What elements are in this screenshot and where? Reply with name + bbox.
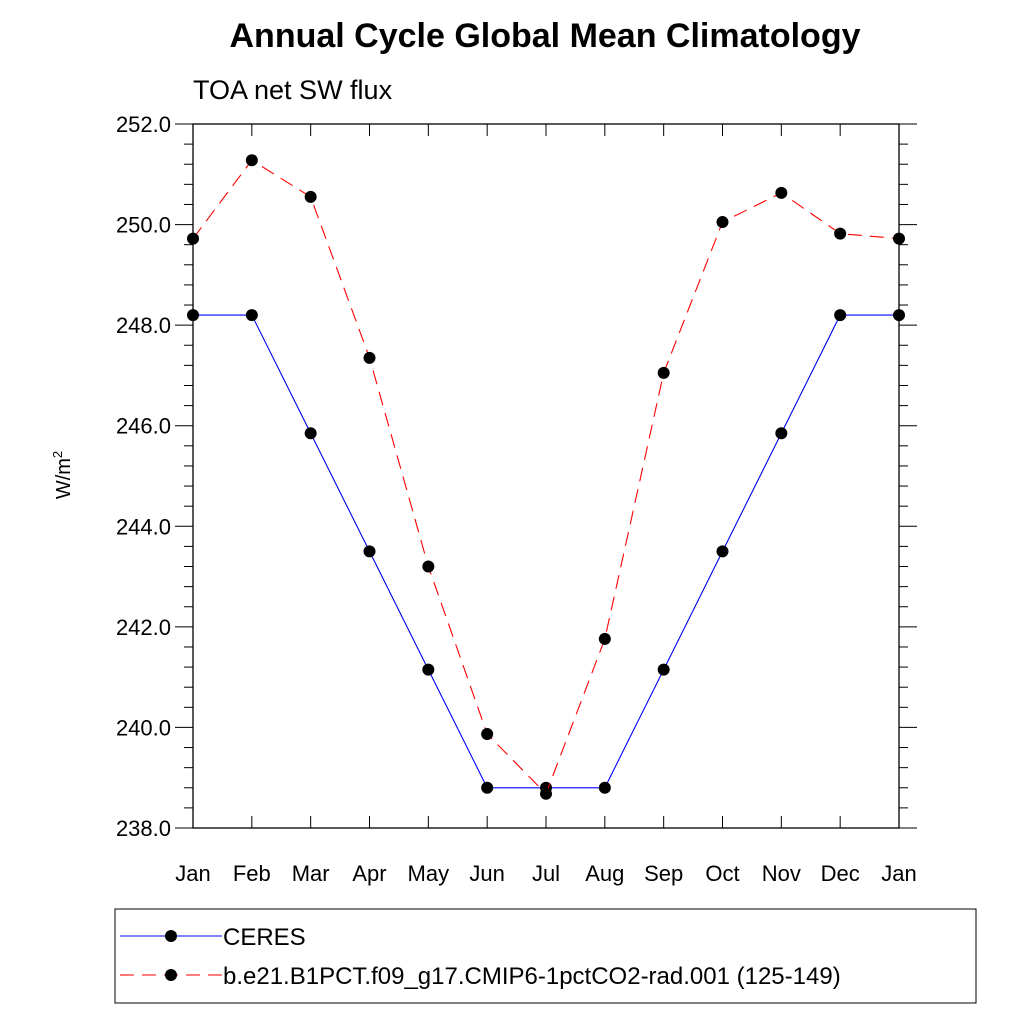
x-tick-label: Sep (644, 861, 683, 886)
ticks-layer: Jan Feb Mar Apr May Jun Jul Aug Sep Oct Nov Dec Jan2… (116, 112, 917, 886)
x-tick-label: Apr (352, 861, 386, 886)
data-point-ceres (422, 663, 435, 676)
data-point-ceres (657, 663, 670, 676)
x-tick-label: Jan (881, 861, 916, 886)
y-tick-label: 250.0 (116, 213, 171, 238)
y-tick-label: 246.0 (116, 414, 171, 439)
chart-title: Annual Cycle Global Mean Climatology (230, 17, 861, 55)
y-tick-label: 240.0 (116, 715, 171, 740)
x-tick-label: Mar (292, 861, 330, 886)
data-point-model (304, 190, 317, 203)
y-tick-label: 244.0 (116, 514, 171, 539)
y-axis-label-superscript: 2 (50, 451, 65, 458)
legend: CERES b.e21.B1PCT.f09_g17.CMIP6-1pctCO2-r… (120, 924, 841, 990)
x-tick-label: Aug (585, 861, 624, 886)
data-point-model (657, 366, 670, 379)
data-point-model (481, 727, 494, 740)
data-point-model (245, 154, 258, 167)
y-tick-label: 238.0 (116, 816, 171, 841)
data-point-model (187, 232, 199, 245)
data-point-model (775, 186, 788, 199)
legend-label-model: b.e21.B1PCT.f09_g17.CMIP6-1pctCO2-rad.00… (223, 963, 841, 990)
data-point-ceres (187, 309, 199, 322)
y-tick-label: 252.0 (116, 112, 171, 137)
legend-label-ceres: CERES (223, 924, 306, 951)
chart-subtitle: TOA net SW flux (193, 75, 393, 105)
legend-marker-ceres (165, 930, 177, 942)
y-axis-label: W/m2 (50, 451, 75, 499)
data-point-model (893, 232, 905, 245)
data-point-model (363, 351, 376, 364)
data-point-ceres (716, 545, 729, 558)
legend-marker-model (165, 969, 177, 981)
data-point-ceres (245, 309, 258, 322)
y-tick-label: 248.0 (116, 313, 171, 338)
data-point-model (598, 632, 611, 645)
data-point-ceres (775, 427, 788, 440)
x-tick-label: Nov (762, 861, 801, 886)
x-tick-label: Jul (532, 861, 560, 886)
series-line-model (192, 159, 900, 795)
data-point-ceres (481, 781, 494, 794)
y-tick-label: 242.0 (116, 615, 171, 640)
series-layer (187, 154, 905, 800)
y-axis-label-base: W/m (53, 458, 75, 499)
x-tick-label: Dec (821, 861, 860, 886)
plot-frame (192, 123, 900, 829)
data-point-ceres (363, 545, 376, 558)
data-point-model (422, 560, 435, 573)
legend-box (114, 908, 977, 1004)
data-point-ceres (598, 781, 611, 794)
data-point-model (716, 216, 729, 229)
data-point-model (834, 227, 847, 240)
x-tick-label: Jan (175, 861, 210, 886)
x-tick-label: Feb (233, 861, 271, 886)
series-line-ceres (193, 314, 899, 789)
data-point-ceres (834, 309, 847, 322)
x-tick-label: Jun (469, 861, 504, 886)
data-point-model (540, 787, 552, 800)
x-tick-label: Oct (705, 861, 739, 886)
data-point-ceres (304, 427, 317, 440)
data-point-ceres (893, 309, 905, 322)
x-tick-label: May (408, 861, 450, 886)
